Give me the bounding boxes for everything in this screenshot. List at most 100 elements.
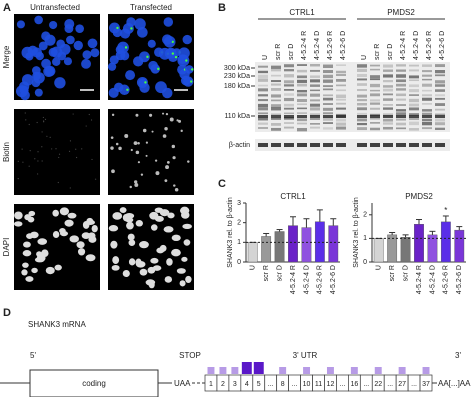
band [323,107,333,111]
band [323,88,333,91]
band [323,74,333,79]
band [409,98,419,103]
band [310,75,320,78]
nucleus [182,34,192,45]
band [271,74,281,77]
band [297,98,307,103]
band [409,69,419,72]
x-tick-label: scr R [263,265,270,281]
band [310,99,320,102]
nucleus [137,27,148,38]
band [396,122,406,126]
band [370,107,380,110]
band [297,83,307,87]
nucleus [21,269,28,276]
band [336,94,346,98]
chart-title: CTRL1 [280,192,306,201]
speck [110,136,114,139]
band [383,122,393,125]
y-axis-label: SHANK3 rel. to β-actin [227,197,234,268]
band [310,69,320,72]
nucleus [107,62,117,71]
band [422,78,432,81]
nucleus [41,58,51,69]
marker-label: 300 kDa [224,65,250,72]
nucleus [136,76,148,88]
band [258,115,268,118]
band [357,127,367,131]
loading-label: β-actin [229,142,250,149]
marker-label: 110 kDa [224,113,250,120]
band [310,103,320,107]
band [435,122,445,126]
band [396,83,406,87]
band [258,103,268,108]
speck [137,142,140,145]
nucleus [108,224,119,232]
speck [135,150,140,155]
band [383,69,393,72]
band [310,123,320,125]
target-site [279,367,287,374]
marker-label: 180 kDa [224,83,250,90]
bar [261,236,272,263]
band [435,70,445,74]
x-tick-label: 4-5.2-4 D [303,265,310,294]
speck [110,146,114,150]
bar [440,221,451,263]
nucleus [36,254,46,262]
band [370,93,380,97]
nucleus [124,213,135,219]
speck [165,165,170,170]
nucleus [37,238,48,245]
band [271,68,281,72]
band [323,143,333,147]
band [284,89,294,91]
band [357,107,367,111]
target-site [303,367,311,374]
band [370,89,380,92]
nucleus [73,40,83,51]
lane-label: scr D [387,44,394,60]
band [422,89,432,92]
band [271,117,281,120]
speck [44,118,47,120]
x-tick-label: 4-5.2-6 D [456,265,463,294]
speck [17,178,19,180]
nucleus [59,228,66,234]
band [323,112,333,115]
band [409,113,419,116]
target-site [241,362,252,374]
band [284,107,294,110]
nucleus [85,219,95,225]
nucleus [152,265,162,271]
stop-codon: UAA [174,379,191,388]
speck [21,148,23,150]
speck [174,188,179,192]
speck [164,179,168,183]
speck [51,148,53,150]
row-label: Merge [2,45,11,68]
speck [165,113,169,116]
nucleus [43,66,55,77]
band [422,64,432,67]
nucleus [52,209,59,217]
speck [55,148,57,150]
lane-label: 4-5.2-6 D [439,31,446,60]
nucleus [154,207,164,213]
band [383,80,393,83]
nucleus [127,233,135,241]
band [396,118,406,121]
band [284,80,294,84]
band [284,103,294,107]
x-tick-label: 4-5.2-4 D [429,265,436,294]
nucleus [179,280,186,287]
band [396,115,406,118]
exon-label: ... [387,381,393,388]
target-site [326,367,334,374]
lane-label: U [262,55,269,60]
band [323,79,333,83]
band [357,73,367,78]
speck [24,112,26,114]
speck [164,126,168,131]
